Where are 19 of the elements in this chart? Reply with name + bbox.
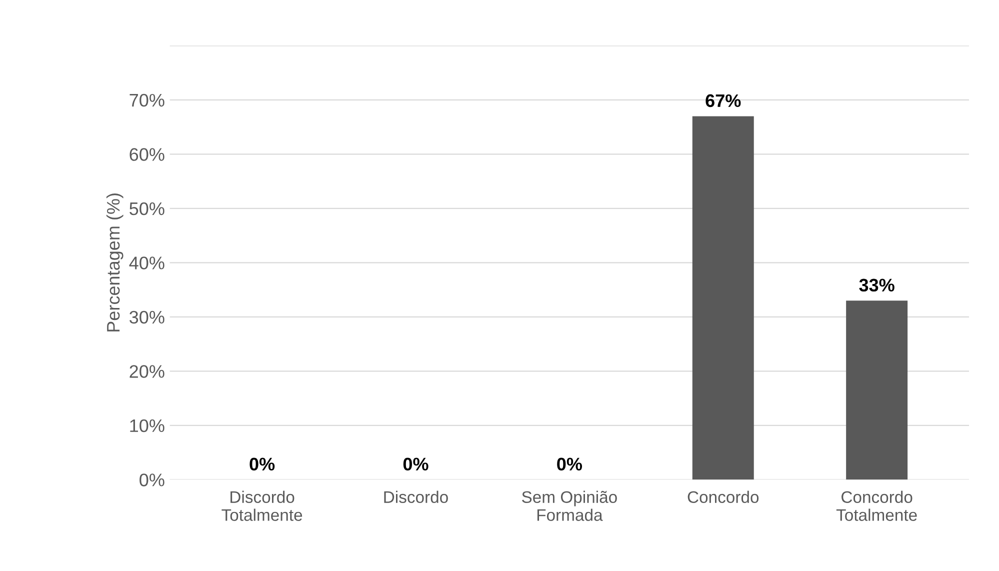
y-tick-label: 0% — [140, 474, 164, 486]
y-tick-label: 10% — [130, 419, 164, 432]
y-tick-label: 50% — [130, 202, 164, 216]
data-label: 33% — [859, 278, 894, 292]
y-tick-label: 20% — [130, 365, 164, 378]
x-tick-label: Discordo — [384, 490, 448, 503]
x-tick-label: Sem Opinião Formada — [522, 490, 617, 521]
data-label: 0% — [403, 458, 428, 471]
data-label: 0% — [250, 458, 275, 471]
y-tick-label: 70% — [130, 94, 164, 107]
x-tick-label: Discordo Totalmente — [222, 490, 302, 521]
data-label: 67% — [706, 94, 741, 108]
x-tick-label: Concordo Totalmente — [836, 490, 917, 521]
y-tick-label: 30% — [130, 310, 164, 324]
x-tick-label: Concordo — [688, 490, 759, 503]
y-axis-title: Percentagem (%) — [106, 194, 124, 332]
data-label: 0% — [557, 458, 582, 471]
y-tick-label: 60% — [130, 148, 164, 161]
y-tick-label: 40% — [129, 256, 164, 270]
